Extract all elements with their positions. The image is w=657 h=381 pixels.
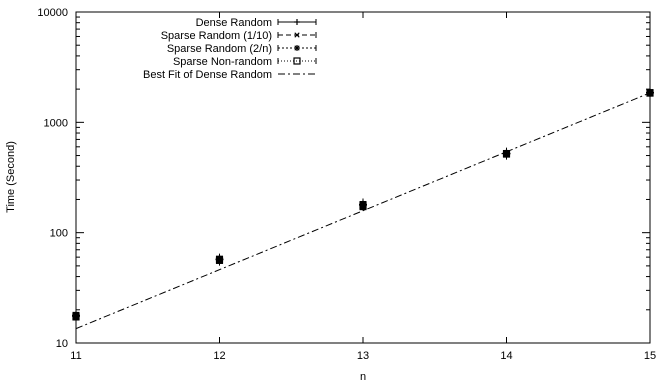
marker-square xyxy=(215,256,224,264)
marker-square xyxy=(72,313,80,321)
point-fill xyxy=(646,89,654,97)
x-tick-label: 14 xyxy=(500,350,512,362)
y-axis-label: Time (Second) xyxy=(5,141,17,213)
data-point xyxy=(359,202,367,210)
marker-stroke xyxy=(294,32,300,38)
legend-item: Sparse Non-random xyxy=(173,56,317,68)
marker-square xyxy=(359,202,367,210)
point-marker xyxy=(215,256,224,264)
tick-marks xyxy=(75,11,651,344)
y-tick-label: 1000 xyxy=(44,117,68,129)
data-point xyxy=(646,89,654,97)
data-point xyxy=(72,313,80,321)
legend-marker xyxy=(294,19,300,25)
marker-stroke xyxy=(294,45,300,51)
point-marker xyxy=(359,202,367,210)
legend-label: Best Fit of Dense Random xyxy=(143,69,272,81)
data-points xyxy=(72,86,654,323)
legend-label: Sparse Random (2/n) xyxy=(167,43,272,55)
x-tick-label: 13 xyxy=(357,350,369,362)
point-fill xyxy=(359,202,367,210)
marker-square xyxy=(293,57,301,65)
legend-label: Sparse Non-random xyxy=(173,56,272,68)
data-point xyxy=(502,150,511,158)
tick-labels: 11 12 13 14 15 10 100 1000 10000 xyxy=(37,7,656,362)
point-marker xyxy=(72,313,80,321)
point-fill xyxy=(72,313,80,321)
x-tick-label: 11 xyxy=(70,350,81,362)
marker-square xyxy=(646,89,654,97)
legend-marker xyxy=(294,32,300,38)
x-axis-label: n xyxy=(360,371,366,381)
point-marker xyxy=(502,150,511,158)
legend-label: Dense Random xyxy=(196,17,272,29)
legend-marker xyxy=(293,57,301,65)
legend-item: Sparse Random (1/10) xyxy=(161,30,317,42)
legend-label: Sparse Random (1/10) xyxy=(161,30,272,42)
best-fit-series xyxy=(75,92,651,330)
point-fill xyxy=(503,150,510,158)
legend-marker xyxy=(294,45,300,51)
marker-square xyxy=(502,150,511,158)
y-tick-label: 10000 xyxy=(37,7,68,19)
legend-item: Dense Random xyxy=(196,17,317,29)
legend-item: Sparse Random (2/n) xyxy=(167,43,317,55)
x-tick-label: 15 xyxy=(644,350,656,362)
y-tick-label: 10 xyxy=(56,338,68,350)
data-point xyxy=(215,256,224,264)
y-tick-label: 100 xyxy=(50,228,68,240)
legend-item: Best Fit of Dense Random xyxy=(143,69,316,81)
point-fill xyxy=(216,256,223,264)
point-marker xyxy=(646,89,654,97)
best-fit-line xyxy=(75,92,651,330)
x-tick-label: 12 xyxy=(213,350,225,362)
